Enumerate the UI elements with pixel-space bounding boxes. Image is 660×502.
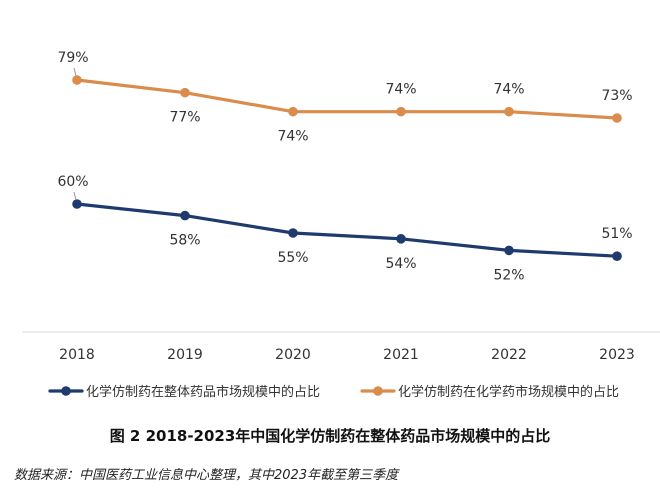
series-layer: 60% 58% 55% 54% 52% 51% 79% 77% 74% 74% 74% 73%	[57, 50, 632, 283]
plot-card: 60% 58% 55% 54% 52% 51% 79% 77% 74% 74% 74% 73% 201…	[22, 50, 660, 400]
x-tick-label-2019: 2019	[167, 347, 203, 363]
legend-label-2: 化学仿制药在化学药市场规模中的占比	[398, 384, 619, 400]
x-tick-label-2020: 2020	[275, 347, 311, 363]
data-point-1-2021	[396, 234, 406, 244]
data-label-2-2018: 79%	[57, 50, 88, 66]
data-label-2-2023: 73%	[601, 88, 632, 104]
x-tick-label-2021: 2021	[383, 347, 419, 363]
legend-marker-1	[61, 386, 71, 396]
data-point-2-2020	[288, 106, 298, 117]
figure-caption: 图 2 2018-2023年中国化学仿制药在整体药品市场规模中的占比	[109, 427, 551, 445]
tick-layer: 2018 2019 2020 2021 2022 2023	[59, 347, 635, 363]
data-label-1-2023: 51%	[601, 226, 632, 242]
x-tick-label-2022: 2022	[491, 347, 527, 363]
label-leader-2	[73, 67, 77, 77]
data-source-note: 数据来源：中国医药工业信息中心整理，其中2023年截至第三季度	[14, 468, 399, 483]
legend-marker-2	[373, 386, 383, 396]
data-point-2-2023	[612, 113, 622, 123]
data-point-2-2021	[396, 106, 406, 117]
data-label-1-2020: 55%	[277, 250, 308, 266]
x-tick-label-2018: 2018	[59, 347, 95, 363]
data-point-1-2018	[72, 199, 82, 209]
data-point-2-2018	[72, 75, 82, 85]
line-chart: 60% 58% 55% 54% 52% 51% 79% 77% 74% 74% 74% 73% 201…	[22, 50, 660, 400]
data-label-1-2022: 52%	[493, 267, 524, 283]
x-tick-label-2023: 2023	[599, 347, 635, 363]
data-point-1-2020	[288, 228, 298, 238]
data-label-2-2020: 74%	[277, 129, 308, 145]
data-point-1-2022	[504, 245, 514, 256]
data-label-1-2019: 58%	[169, 233, 200, 249]
data-label-2-2021: 74%	[385, 82, 416, 98]
data-label-1-2021: 54%	[385, 256, 416, 272]
data-point-2-2019	[180, 87, 190, 98]
label-leader-1	[73, 191, 77, 201]
legend: 化学仿制药在整体药品市场规模中的占比 化学仿制药在化学药市场规模中的占比	[48, 384, 619, 400]
series-line-2	[75, 78, 619, 120]
data-point-1-2019	[180, 210, 190, 221]
data-label-2-2022: 74%	[493, 82, 524, 98]
data-label-1-2018: 60%	[57, 174, 88, 190]
series-line-1	[75, 202, 619, 258]
legend-label-1: 化学仿制药在整体药品市场规模中的占比	[86, 384, 320, 400]
data-point-2-2022	[504, 106, 514, 117]
data-label-2-2019: 77%	[169, 110, 200, 126]
data-point-1-2023	[612, 251, 622, 261]
